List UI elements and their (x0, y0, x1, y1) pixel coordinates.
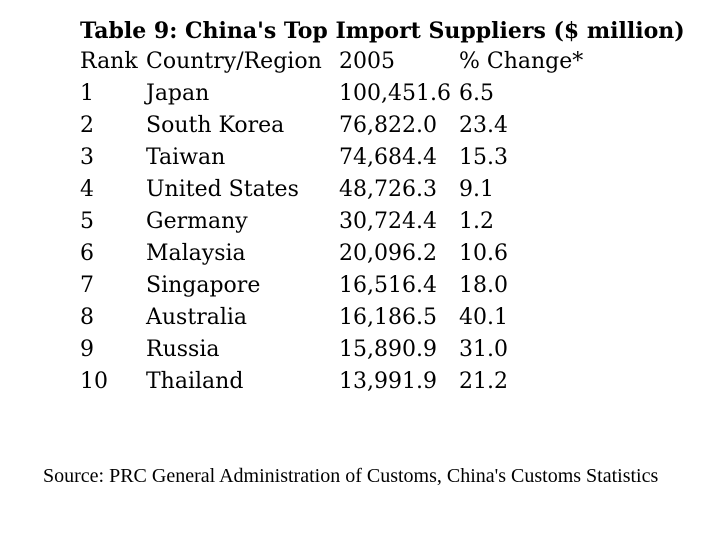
country-cell: Taiwan (146, 145, 226, 170)
change-cell: 1.2 (459, 209, 494, 234)
rank-cell: 3 (80, 145, 94, 170)
header-year: 2005 (339, 49, 395, 74)
change-cell: 23.4 (459, 113, 508, 138)
source-note: Source: PRC General Administration of Cu… (43, 465, 659, 487)
table-row: 10 Thailand 13,991.9 21.2 (80, 366, 589, 398)
import-suppliers-table: Rank Country/Region 2005 % Change* 1 Jap… (80, 46, 589, 398)
header-country: Country/Region (146, 49, 322, 74)
country-cell: South Korea (146, 113, 285, 138)
country-cell: Malaysia (146, 241, 246, 266)
value-cell: 13,991.9 (339, 369, 437, 394)
table-title: Table 9: China's Top Import Suppliers ($… (80, 18, 685, 44)
table-row: 7 Singapore 16,516.4 18.0 (80, 270, 589, 302)
rank-cell: 6 (80, 241, 94, 266)
country-cell: Australia (146, 305, 248, 330)
country-cell: Japan (146, 81, 210, 106)
table-row: 1 Japan 100,451.6 6.5 (80, 78, 589, 110)
rank-cell: 8 (80, 305, 94, 330)
header-rank: Rank (80, 49, 138, 74)
country-cell: United States (146, 177, 299, 202)
value-cell: 100,451.6 (339, 81, 451, 106)
value-cell: 16,516.4 (339, 273, 437, 298)
change-cell: 10.6 (459, 241, 508, 266)
country-cell: Singapore (146, 273, 261, 298)
table-row: 5 Germany 30,724.4 1.2 (80, 206, 589, 238)
table-row: 4 United States 48,726.3 9.1 (80, 174, 589, 206)
rank-cell: 9 (80, 337, 94, 362)
table-row: 9 Russia 15,890.9 31.0 (80, 334, 589, 366)
table-row: 2 South Korea 76,822.0 23.4 (80, 110, 589, 142)
table-row: 8 Australia 16,186.5 40.1 (80, 302, 589, 334)
value-cell: 16,186.5 (339, 305, 437, 330)
change-cell: 9.1 (459, 177, 494, 202)
change-cell: 21.2 (459, 369, 508, 394)
value-cell: 74,684.4 (339, 145, 437, 170)
table-row: 3 Taiwan 74,684.4 15.3 (80, 142, 589, 174)
change-cell: 15.3 (459, 145, 508, 170)
value-cell: 48,726.3 (339, 177, 437, 202)
header-row: Rank Country/Region 2005 % Change* (80, 46, 589, 78)
change-cell: 40.1 (459, 305, 508, 330)
table-body: 1 Japan 100,451.6 6.5 2 South Korea 76,8… (80, 78, 589, 398)
rank-cell: 10 (80, 369, 108, 394)
header-change: % Change* (459, 49, 584, 74)
import-suppliers-table-block: Table 9: China's Top Import Suppliers ($… (80, 16, 685, 398)
rank-cell: 4 (80, 177, 94, 202)
value-cell: 76,822.0 (339, 113, 437, 138)
change-cell: 31.0 (459, 337, 508, 362)
country-cell: Germany (146, 209, 248, 234)
rank-cell: 2 (80, 113, 94, 138)
table-row: 6 Malaysia 20,096.2 10.6 (80, 238, 589, 270)
change-cell: 18.0 (459, 273, 508, 298)
value-cell: 15,890.9 (339, 337, 437, 362)
country-cell: Russia (146, 337, 220, 362)
value-cell: 20,096.2 (339, 241, 437, 266)
country-cell: Thailand (146, 369, 244, 394)
table-header: Rank Country/Region 2005 % Change* (80, 46, 589, 78)
value-cell: 30,724.4 (339, 209, 437, 234)
rank-cell: 1 (80, 81, 94, 106)
change-cell: 6.5 (459, 81, 494, 106)
rank-cell: 5 (80, 209, 94, 234)
rank-cell: 7 (80, 273, 94, 298)
